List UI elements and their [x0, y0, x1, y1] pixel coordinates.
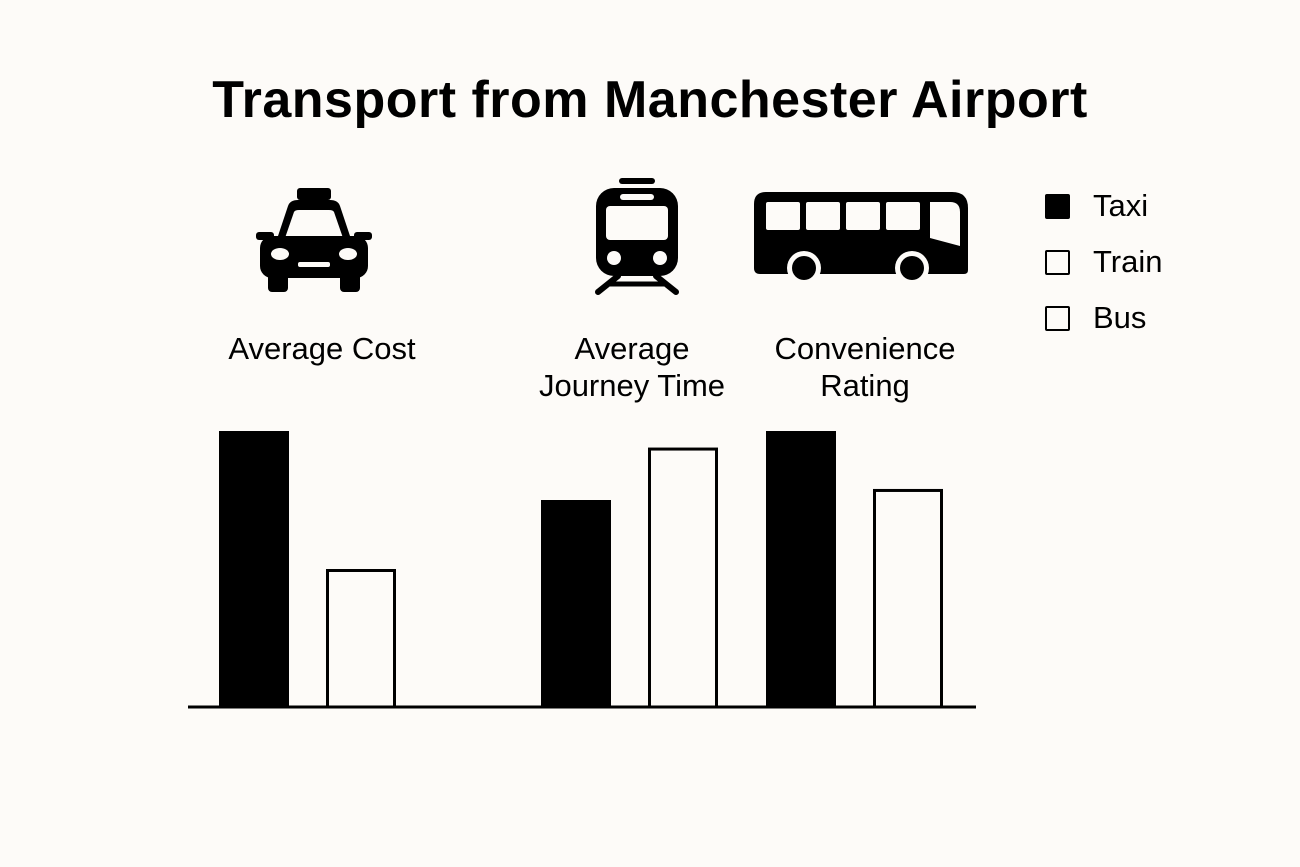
- bar-taxi-1: [541, 500, 611, 707]
- bar-train-2: [873, 488, 943, 709]
- legend-label-train: Train: [1093, 244, 1163, 279]
- train-icon: [592, 178, 682, 296]
- legend-item-taxi: Taxi: [1045, 186, 1205, 226]
- legend-item-bus: Bus: [1045, 298, 1205, 338]
- category-label-average-cost: Average Cost: [228, 331, 416, 366]
- bar-taxi-0: [219, 431, 289, 707]
- legend-label-bus: Bus: [1093, 300, 1147, 335]
- legend-swatch-taxi: [1045, 194, 1070, 219]
- chart-title: Transport from Manchester Airport: [212, 71, 1088, 129]
- category-label-average-journey-time: Average Journey Time: [538, 331, 726, 403]
- legend-swatch-train: [1045, 250, 1070, 275]
- bar-taxi-2: [766, 431, 836, 707]
- bar-train-1: [648, 447, 718, 709]
- bar-train-0: [326, 569, 396, 709]
- legend-item-train: Train: [1045, 242, 1205, 282]
- category-label-convenience-rating: Convenience Rating: [774, 331, 956, 403]
- legend-swatch-bus: [1045, 306, 1070, 331]
- taxi-icon: [252, 186, 376, 294]
- bus-icon: [752, 190, 972, 286]
- legend-label-taxi: Taxi: [1093, 188, 1149, 223]
